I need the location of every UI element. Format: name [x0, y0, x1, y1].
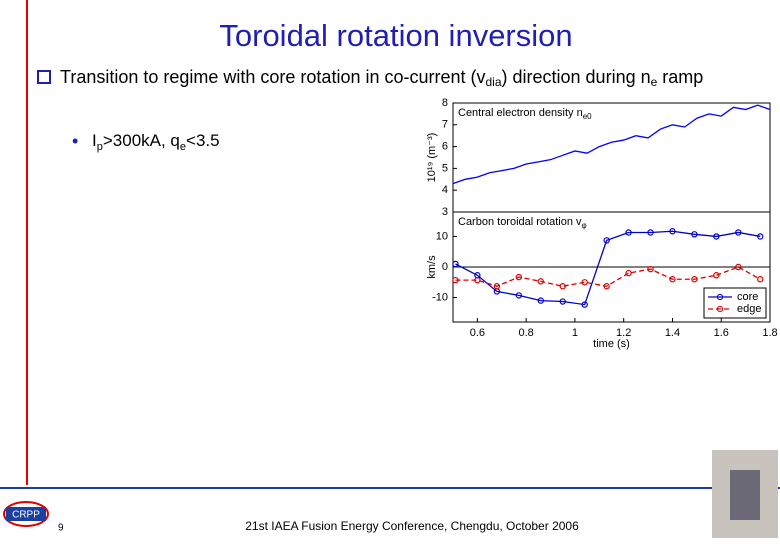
x-tick-label: 1.4: [665, 327, 680, 339]
tokamak-vessel: [730, 470, 760, 520]
bullet: Transition to regime with core rotation …: [60, 67, 703, 89]
sub-bullet-sub: e: [180, 141, 186, 153]
y-tick-label: -10: [432, 291, 448, 303]
data-point: [452, 276, 459, 284]
y-tick-label: 0: [442, 261, 448, 273]
data-point: [603, 237, 610, 244]
logo: CRPP: [12, 510, 40, 521]
bullet-sub: e: [651, 75, 658, 89]
bullet-sub: dia: [486, 75, 502, 89]
data-point: [757, 276, 764, 283]
plot-frame: [452, 102, 771, 213]
data-point: [757, 233, 764, 240]
y-axis-label: 10¹⁹ (m⁻³): [426, 133, 438, 183]
y-tick-label: 4: [442, 184, 448, 196]
bullet-text: ramp: [657, 67, 703, 87]
data-point: [537, 278, 544, 285]
data-point: [515, 292, 523, 299]
x-tick-label: 1.8: [762, 327, 777, 339]
y-tick-label: 6: [442, 141, 448, 153]
panel-title: Central electron density ne0: [458, 107, 592, 121]
charts: 3 4 5 6 7 8 Central electron density ne0 10¹⁹ (…: [426, 97, 778, 350]
data-point: [537, 297, 544, 304]
data-point: [735, 229, 742, 236]
legend-marker: [716, 305, 724, 313]
data-point: [452, 260, 459, 268]
x-tick-label: 0.6: [470, 327, 485, 339]
data-point: [474, 276, 481, 284]
legend-box: [703, 287, 767, 319]
panel-title: Carbon toroidal rotation vφ: [458, 216, 587, 230]
legend-label: core: [737, 291, 758, 303]
panel-title-text: Central electron density n: [458, 107, 583, 119]
sub-bullet-text: I: [92, 131, 97, 150]
sub-bullet-text: <3.5: [186, 131, 220, 150]
x-tick-label: 1: [572, 327, 578, 339]
y-tick-label: 5: [442, 162, 448, 174]
bullet-box: [37, 70, 51, 84]
data-point: [713, 272, 720, 279]
data-point: [669, 276, 676, 283]
page-number: 9: [58, 523, 64, 534]
data-line: [455, 230, 761, 306]
panel-title-text: Carbon toroidal rotation v: [458, 216, 582, 228]
sub-bullet-text: >300kA, q: [103, 131, 180, 150]
data-point: [603, 283, 610, 290]
data-point: [625, 269, 632, 277]
y-tick-label: 3: [442, 206, 448, 218]
data-point: [691, 276, 698, 283]
sub-bullet-dot: •: [72, 131, 78, 151]
logo-band: [6, 507, 46, 521]
bullet-text: ) direction during n: [502, 67, 651, 87]
x-axis-label: time (s): [593, 338, 630, 350]
x-tick-label: 1.2: [616, 327, 631, 339]
sub-bullet-sub: p: [97, 141, 103, 153]
data-point: [735, 263, 742, 271]
x-tick-label: 0.8: [519, 327, 534, 339]
data-point: [691, 231, 698, 238]
data-point: [515, 273, 523, 281]
data-point: [559, 283, 566, 290]
data-point: [625, 229, 632, 236]
x-tick-label: 1.6: [714, 327, 729, 339]
y-axis-label: km/s: [426, 255, 438, 279]
sub-bullet: Ip>300kA, qe<3.5: [92, 131, 220, 152]
bullet-text: Transition to regime with core rotation …: [60, 67, 486, 87]
legend-label: edge: [737, 303, 761, 315]
y-tick-label: 10: [436, 230, 448, 242]
panel-title-sub: e0: [583, 112, 592, 121]
data-point: [581, 301, 588, 308]
data-line: [455, 266, 761, 287]
slide-title: Toroidal rotation inversion: [219, 18, 572, 53]
data-point: [493, 283, 501, 290]
data-point: [581, 279, 588, 286]
footer: 21st IAEA Fusion Energy Conference, Chen…: [245, 519, 579, 533]
panel-title-sub: φ: [582, 221, 587, 230]
y-tick-label: 7: [442, 119, 448, 131]
legend-marker: [716, 293, 724, 301]
data-point: [559, 298, 566, 305]
data-point: [647, 229, 654, 236]
y-tick-label: 8: [442, 97, 448, 109]
data-line: [452, 104, 771, 185]
data-point: [669, 228, 676, 235]
data-point: [647, 265, 654, 273]
data-point: [713, 233, 720, 240]
